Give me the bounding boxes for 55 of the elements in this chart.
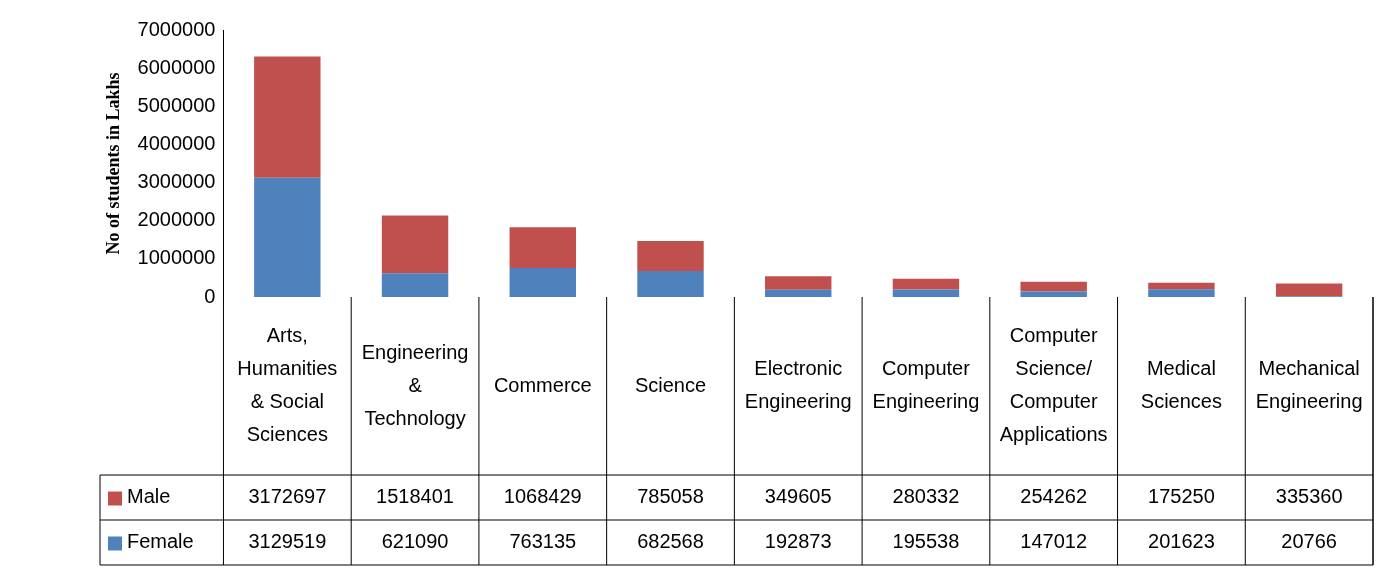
data-label: 335360 [1275,485,1343,508]
x-tick-label: Medical Sciences [1140,357,1222,413]
data-label: 682568 [637,530,704,553]
y-axis-title: No of students in Lakhs [103,72,124,255]
data-label: 280332 [892,485,960,508]
legend-label: Male [127,485,171,508]
data-label: 785058 [637,485,704,508]
data-label: 1068429 [503,485,582,508]
bar [1148,282,1215,290]
y-tick-label: 6000000 [137,55,216,78]
bar [1020,291,1087,297]
data-label: 201623 [1148,530,1215,553]
bar [637,270,704,297]
y-tick-label: 4000000 [137,131,216,154]
x-tick-label: Electronic Engineering [744,357,852,413]
data-label: 3172697 [248,485,327,508]
x-tick-label: Arts, Humanities & Social Sciences [237,324,338,446]
bar [509,267,576,297]
data-label: 1518401 [376,485,454,508]
bar [1148,289,1215,297]
data-label: 3129519 [248,530,327,553]
bar [892,289,960,297]
bar [765,289,832,297]
data-label: 147012 [1020,530,1088,553]
bar [381,273,449,297]
x-tick-label: Mechanical Engineering [1255,357,1363,413]
y-tick-label: 5000000 [137,93,216,116]
x-tick-label: Engineering & Technology [361,340,469,429]
y-tick-label: 7000000 [137,17,216,40]
bar [509,227,576,268]
data-label: 621090 [381,530,449,553]
bar [892,278,960,290]
data-label: 192873 [764,530,832,553]
y-tick-label: 3000000 [137,170,216,193]
y-tick-label: 0 [204,284,216,307]
data-label: 195538 [892,530,960,553]
bar [765,276,832,290]
bar [1020,281,1087,292]
y-tick-label: 2000000 [137,208,216,231]
data-label: 349605 [764,485,832,508]
data-label: 175250 [1148,485,1215,508]
bar [1275,283,1343,297]
bar [381,215,449,274]
x-tick-label: Computer Science/ Computer Applications [999,324,1108,446]
y-tick-label: 1000000 [137,246,216,269]
bar [254,56,321,178]
data-label: 254262 [1020,485,1088,508]
x-tick-label: Science [634,373,707,396]
data-label: 20766 [1281,530,1337,553]
bar [637,241,704,271]
x-tick-label: Computer Engineering [872,357,980,413]
bar [254,177,321,297]
data-label: 763135 [509,530,577,553]
x-tick-label: Commerce [493,373,592,396]
legend-label: Female [127,530,194,553]
